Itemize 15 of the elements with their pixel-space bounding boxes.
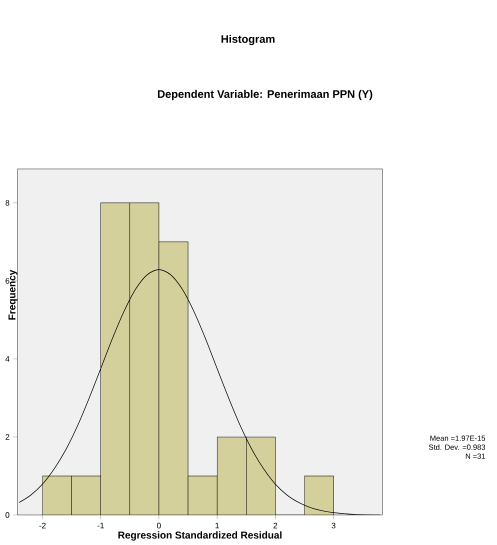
y-tick-label: 4 — [5, 356, 10, 362]
chart-title: Histogram — [222, 34, 275, 46]
x-axis-title: Regression Standardized Residual — [118, 531, 282, 541]
x-tick-label: 1 — [216, 522, 219, 528]
x-tick-label: 3 — [332, 522, 336, 528]
x-tick-label: 0 — [157, 522, 161, 528]
y-tick-label: 2 — [6, 434, 10, 440]
chart-subtitle: Dependent Variable: Penerimaan PPN (Y) — [158, 90, 372, 100]
y-tick-label: 6 — [6, 278, 10, 284]
y-tick-label: 8 — [6, 200, 10, 206]
y-axis-title: Frequency — [8, 270, 18, 320]
x-tick-label: -2 — [39, 522, 46, 528]
x-tick-label: -1 — [98, 522, 104, 528]
x-tick-label: 2 — [274, 522, 278, 528]
y-tick-label: 0 — [6, 512, 10, 518]
